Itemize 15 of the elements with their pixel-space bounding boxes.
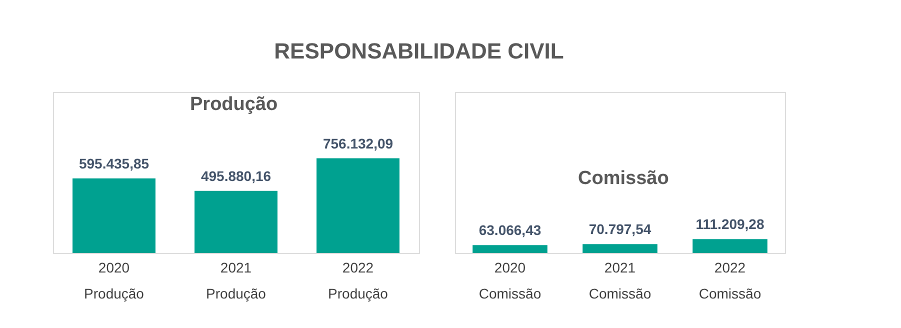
x-tick-label: 2022 Comissão [698,260,762,302]
chart-subtitle: Comissão [578,168,669,189]
data-label: 595.435,85 [78,155,150,172]
chart-subtitle: Produção [190,94,278,115]
data-label: 70.797,54 [588,221,652,238]
x-tick-label: 2022 Produção [328,260,388,302]
chart-title: RESPONSABILIDADE CIVIL [274,38,564,64]
data-label: 111.209,28 [696,216,764,232]
x-tick-label: 2021 Produção [206,260,266,302]
data-label: 495.880,16 [200,168,272,184]
data-label: 63.066,43 [478,222,542,238]
data-label: 756.132,09 [322,135,394,152]
x-tick-label: 2020 Comissão [478,260,542,302]
x-tick-label: 2020 Produção [84,260,144,302]
x-tick-label: 2021 Comissão [588,260,652,302]
